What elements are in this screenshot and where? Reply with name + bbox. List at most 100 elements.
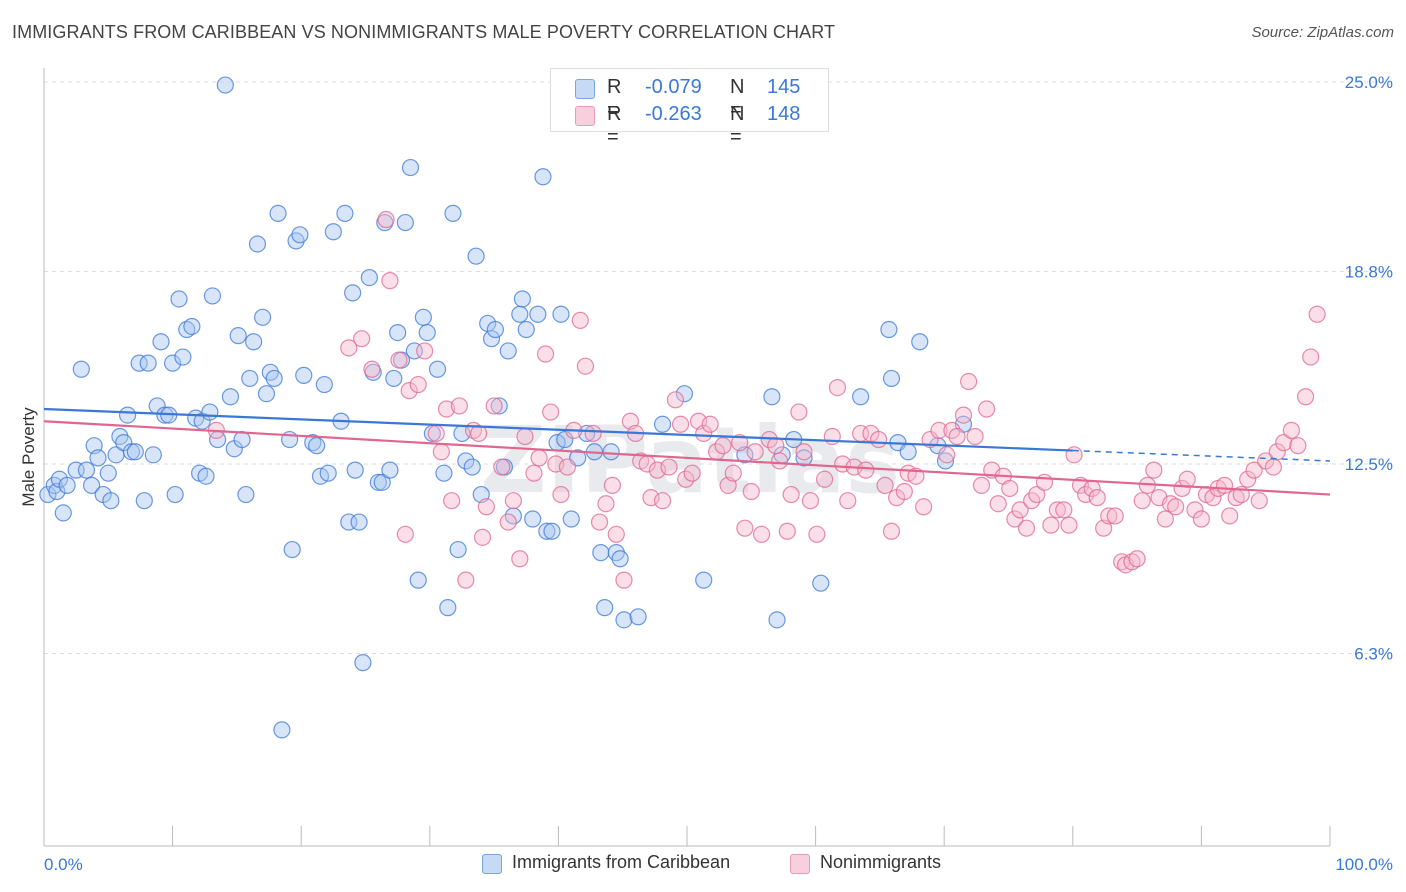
caribbean-point — [414, 308, 432, 326]
nonimmigrant-point — [499, 513, 517, 531]
nonimmigrant-point — [816, 470, 834, 488]
nonimmigrant-point — [511, 550, 529, 568]
nonimmigrant-point — [1173, 479, 1191, 498]
nonimmigrant-point — [493, 458, 511, 476]
caribbean-point — [529, 305, 547, 323]
caribbean-point — [174, 348, 192, 366]
caribbean-point — [254, 308, 272, 326]
nonimmigrant-point — [1006, 510, 1024, 528]
legend-r-value: -0.079 — [645, 76, 702, 98]
caribbean-point — [201, 403, 219, 421]
nonimmigrant-point — [770, 452, 789, 470]
caribbean-point — [463, 458, 481, 476]
nonimmigrant-point — [870, 430, 888, 449]
watermark: ZIPatlas — [480, 407, 900, 514]
bottom-legend-swatch-caribbean — [482, 854, 502, 874]
nonimmigrant-point — [839, 492, 857, 510]
nonimmigrant-point — [558, 458, 577, 476]
caribbean-point — [257, 385, 276, 403]
caribbean-point — [344, 284, 362, 302]
nonimmigrant-point — [390, 351, 408, 369]
y-axis-title: Male Poverty — [19, 407, 38, 507]
nonimmigrant-point — [989, 495, 1007, 513]
caribbean-point — [552, 305, 570, 323]
caribbean-point — [369, 473, 387, 491]
nonimmigrant-point — [457, 571, 475, 589]
caribbean-point — [629, 608, 647, 626]
caribbean-point — [203, 287, 222, 305]
nonimmigrant-point — [1106, 507, 1124, 525]
caribbean-point — [428, 360, 447, 378]
nonimmigrant-point — [1239, 470, 1257, 488]
nonimmigrant-point — [1156, 510, 1174, 528]
nonimmigrant-point — [790, 403, 808, 421]
nonimmigrant-point — [1055, 501, 1073, 519]
caribbean-point — [130, 354, 148, 372]
nonimmigrant-point — [615, 571, 633, 589]
caribbean-point — [880, 320, 898, 339]
nonimmigrant-point — [966, 427, 984, 446]
caribbean-point — [795, 449, 813, 467]
nonimmigrant-point — [752, 525, 771, 543]
legend-n-label: N = — [730, 76, 745, 121]
caribbean-point — [178, 320, 196, 339]
gridlines — [44, 81, 1392, 654]
caribbean-point — [763, 388, 781, 406]
nonimmigrant-point — [653, 492, 672, 510]
y-tick-label: 12.5% — [1345, 455, 1393, 474]
nonimmigrant-point — [767, 437, 785, 455]
nonimmigrant-point — [1145, 461, 1163, 479]
nonimmigrant-point — [660, 458, 678, 476]
watermark-text: ZIPatlas — [480, 407, 900, 514]
nonimmigrant-point — [666, 391, 685, 409]
nonimmigrant-point — [437, 400, 456, 418]
nonimmigrant-point — [1245, 461, 1263, 479]
series-nonimmigrants-points — [207, 210, 1326, 589]
nonimmigrant-point — [930, 421, 948, 439]
caribbean-point — [444, 204, 462, 223]
nonimmigrant-point — [470, 424, 488, 443]
nonimmigrant-point — [416, 342, 434, 360]
legend-swatch-caribbean — [575, 79, 595, 99]
caribbean-point — [882, 369, 901, 388]
caribbean-point — [524, 510, 542, 528]
x-tick-label: 100.0% — [1335, 855, 1393, 874]
x-ticks — [43, 826, 1331, 846]
caribbean-point — [233, 430, 251, 449]
caribbean-point — [578, 424, 596, 443]
caribbean-point — [486, 320, 504, 339]
nonimmigrant-point — [1302, 348, 1320, 366]
y-tick-labels: 6.3% 12.5% 18.8% 25.0% — [1345, 73, 1393, 663]
caribbean-point — [269, 204, 287, 223]
nonimmigrant-point — [576, 357, 595, 375]
nonimmigrant-point — [1215, 476, 1234, 494]
nonimmigrant-point — [1275, 434, 1293, 452]
nonimmigrant-point — [396, 525, 414, 543]
legend-n-value: 145 — [767, 76, 801, 98]
caribbean-point — [89, 449, 107, 467]
caribbean-point — [245, 333, 263, 351]
legend-swatch-nonimmigrants — [575, 106, 595, 126]
nonimmigrant-point — [801, 492, 820, 510]
caribbean-point — [265, 369, 283, 388]
nonimmigrant-point — [450, 397, 468, 415]
caribbean-point — [513, 290, 531, 308]
nonimmigrant-point — [516, 427, 534, 446]
nonimmigrant-point — [895, 482, 913, 501]
caribbean-point — [350, 513, 368, 531]
caribbean-point — [164, 354, 182, 372]
caribbean-point — [170, 290, 188, 308]
nonimmigrant-point — [1167, 498, 1185, 516]
trend-lines — [43, 407, 1331, 496]
caribbean-point — [385, 369, 403, 388]
nonimmigrant-point — [714, 437, 732, 455]
nonimmigrant-point — [1028, 485, 1046, 504]
stats-legend: R = -0.079 N = 145 R = -0.263 N = 148 — [550, 68, 829, 148]
y-tick-label: 6.3% — [1354, 644, 1393, 663]
legend-n-label: N = — [730, 103, 745, 148]
caribbean-point — [596, 599, 614, 617]
legend-r-value: -0.263 — [645, 103, 702, 125]
nonimmigrant-point — [1048, 501, 1066, 519]
caribbean-point — [283, 540, 301, 559]
